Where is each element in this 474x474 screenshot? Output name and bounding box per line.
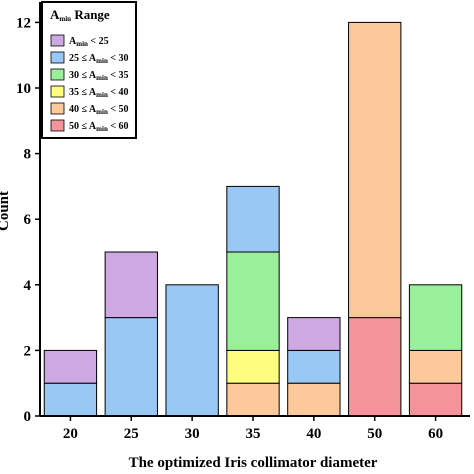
bar-segment-60-series-3 [408,284,463,351]
y-axis: 0 2 4 6 8 10 12 [16,2,41,425]
bar-segment-35-series-3 [226,251,280,351]
y-tick-label: 2 [24,343,32,359]
bar-segment-40-series-4 [287,349,341,384]
legend-label: 30 ≤ Amin < 35 [69,70,129,82]
legend-label: 50 ≤ Amin < 60 [69,121,129,133]
y-tick-label: 4 [24,278,32,294]
x-tick-label: 50 [367,426,382,442]
legend-swatch [50,119,65,132]
y-tick-label: 10 [16,81,31,97]
bar-segment-30-series-4 [165,284,219,417]
legend-title: Amin Range [50,7,110,23]
x-tick-label: 40 [306,426,321,442]
legend-label: Amin < 25 [69,36,109,48]
y-tick-label: 12 [16,15,31,31]
bar-segment-20-series-4 [43,382,98,417]
bar-segment-35-series-2 [226,349,280,384]
y-tick-label: 0 [24,409,32,425]
legend-label: 40 ≤ Amin < 50 [69,104,129,116]
legend: Amin Range Amin < 25 25 ≤ Amin < 30 30 ≤ Am… [41,1,137,139]
bar-segment-50-series-0 [348,317,402,417]
bar-segment-40-series-1 [287,382,341,417]
x-tick-label: 25 [124,426,139,442]
bar-segment-35-series-4 [226,185,280,253]
bar-segment-20-series-5 [43,349,98,384]
bar-segment-25-series-5 [104,251,158,319]
bar-segment-40-series-5 [287,317,341,351]
legend-label: 35 ≤ Amin < 40 [69,87,129,99]
y-tick-label: 8 [24,147,32,163]
bars-group [43,21,463,417]
x-axis-title: The optimized Iris collimator diameter [129,455,378,471]
bar-segment-35-series-1 [226,382,280,417]
x-tick-label: 60 [428,426,443,442]
legend-swatch [50,102,65,115]
legend-swatch [50,85,65,98]
x-tick-label: 30 [185,426,200,442]
y-axis-title: Count [0,191,12,231]
legend-swatch [50,34,65,47]
bar-segment-50-series-1 [348,21,402,319]
legend-swatch [50,51,65,64]
bar-segment-60-series-0 [408,382,463,417]
y-tick-label: 6 [24,212,32,228]
x-axis: 20 25 30 35 40 50 60 [40,415,470,442]
legend-label: 25 ≤ Amin < 30 [69,53,129,65]
x-tick-label: 20 [63,426,78,442]
bar-segment-25-series-4 [104,317,158,417]
x-tick-label: 35 [246,426,261,442]
legend-swatch [50,68,65,81]
bar-segment-60-series-1 [408,349,463,384]
